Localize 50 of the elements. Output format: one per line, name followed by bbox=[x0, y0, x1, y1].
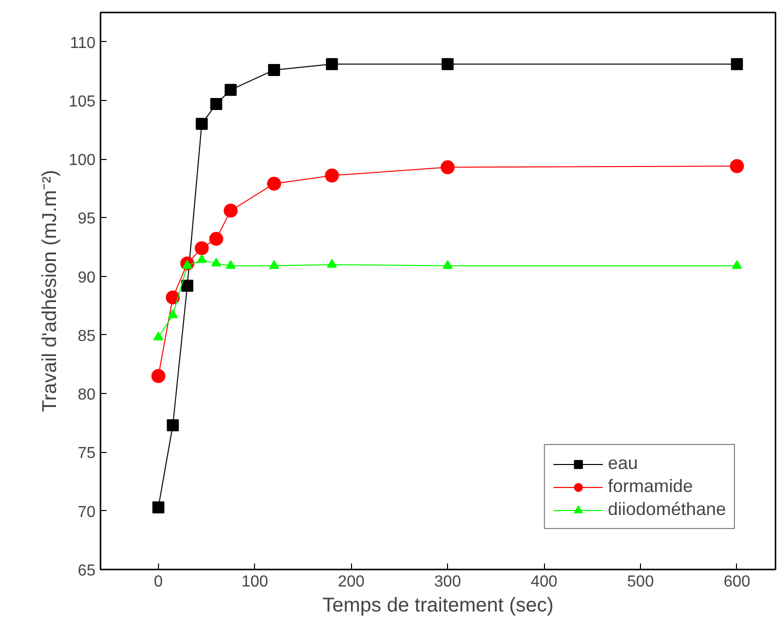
y-tick-label: 90 bbox=[78, 269, 96, 286]
y-tick-label: 75 bbox=[78, 445, 96, 462]
x-tick-label: 400 bbox=[530, 574, 558, 590]
legend-label: formamide bbox=[608, 476, 693, 497]
point bbox=[209, 232, 224, 246]
y-tick-label: 85 bbox=[78, 328, 96, 345]
point bbox=[226, 260, 236, 269]
point bbox=[196, 254, 207, 264]
y-tick-label: 100 bbox=[68, 152, 96, 170]
y-tick-label: 65 bbox=[78, 562, 96, 580]
x-tick-label: 0 bbox=[154, 574, 163, 590]
y-tick-label: 110 bbox=[70, 34, 96, 52]
point bbox=[267, 176, 282, 191]
legend-label: diiodométhane bbox=[608, 499, 726, 520]
y-tick-label: 70 bbox=[78, 504, 96, 521]
y-axis-title: Travail d'adhésion (mJ.m⁻²) bbox=[38, 170, 61, 412]
point bbox=[166, 419, 179, 432]
y-tick-label: 95 bbox=[78, 210, 96, 228]
point bbox=[324, 168, 339, 182]
x-tick-label: 200 bbox=[338, 574, 365, 590]
x-tick-label: 100 bbox=[241, 574, 268, 590]
point bbox=[326, 258, 337, 268]
point bbox=[442, 260, 453, 269]
point bbox=[268, 64, 280, 76]
point bbox=[153, 332, 164, 340]
y-tick-label: 80 bbox=[78, 386, 96, 404]
point bbox=[730, 159, 744, 174]
point bbox=[211, 258, 222, 267]
y-tick-label: 105 bbox=[68, 93, 96, 110]
legend-label: eau bbox=[608, 453, 638, 474]
point bbox=[151, 369, 166, 384]
x-tick-label: 300 bbox=[434, 574, 462, 590]
point bbox=[440, 160, 455, 174]
point bbox=[166, 290, 180, 304]
x-tick-label: 600 bbox=[724, 574, 750, 590]
point bbox=[269, 260, 280, 269]
point bbox=[326, 58, 338, 70]
point bbox=[210, 98, 222, 110]
point bbox=[442, 58, 454, 70]
point bbox=[181, 280, 194, 292]
point bbox=[168, 309, 178, 318]
x-tick-label: 500 bbox=[627, 574, 654, 590]
x-axis-title: Temps de traitement (sec) bbox=[322, 594, 554, 616]
point bbox=[194, 241, 209, 256]
point bbox=[224, 84, 237, 96]
point bbox=[732, 260, 742, 269]
point bbox=[196, 118, 208, 130]
point bbox=[730, 58, 743, 70]
point bbox=[224, 204, 238, 218]
point bbox=[152, 501, 164, 514]
